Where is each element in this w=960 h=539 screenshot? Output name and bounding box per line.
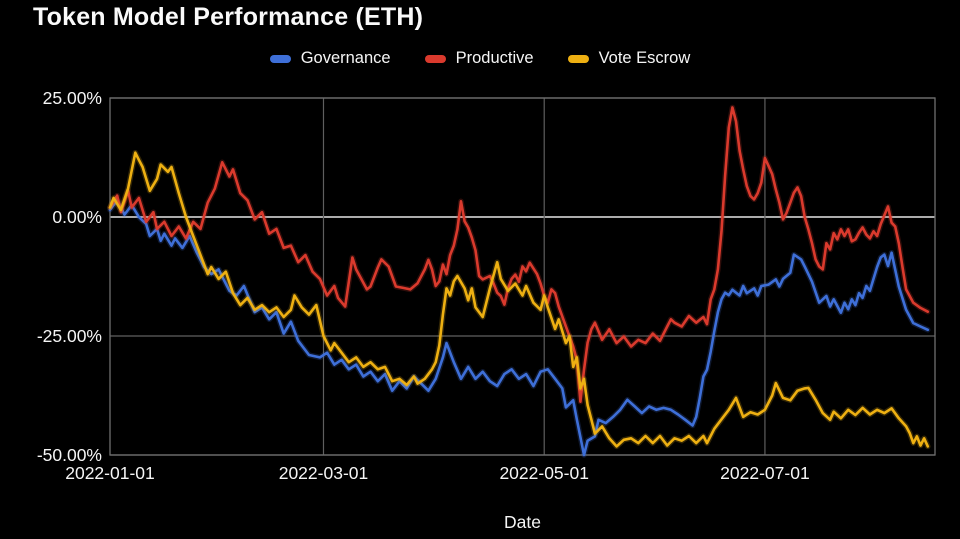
y-tick-label: -25.00%: [37, 326, 102, 346]
y-tick-label: 25.00%: [43, 88, 102, 108]
legend-item-governance[interactable]: Governance: [269, 49, 391, 68]
series-line-productive: [108, 106, 930, 404]
legend-label-vote-escrow: Vote Escrow: [598, 49, 691, 67]
chart-title: Token Model Performance (ETH): [33, 3, 424, 31]
series-glow-vote-escrow: [107, 149, 931, 450]
x-tick-label: 2022-07-01: [720, 463, 810, 483]
legend-label-governance: Governance: [300, 49, 391, 67]
legend-swatch-vote-escrow: [567, 54, 589, 63]
x-tick-label: 2022-01-01: [65, 463, 155, 483]
series-glow-governance: [107, 197, 931, 458]
legend-item-productive[interactable]: Productive: [424, 49, 534, 68]
x-tick-label: 2022-03-01: [279, 463, 369, 483]
legend-item-vote-escrow[interactable]: Vote Escrow: [567, 49, 691, 68]
series-line-governance: [108, 199, 930, 457]
legend-swatch-governance: [269, 54, 291, 63]
x-tick-label: 2022-05-01: [499, 463, 589, 483]
legend-label-productive: Productive: [455, 49, 534, 67]
series-line-vote-escrow: [108, 151, 930, 448]
chart-legend: Governance Productive Vote Escrow: [0, 49, 960, 68]
legend-swatch-productive: [424, 54, 446, 63]
plot-border: [109, 97, 936, 456]
y-tick-label: -50.00%: [37, 445, 102, 465]
y-tick-label: 0.00%: [52, 207, 102, 227]
x-axis-title: Date: [504, 512, 541, 532]
series-glow-productive: [107, 104, 931, 405]
